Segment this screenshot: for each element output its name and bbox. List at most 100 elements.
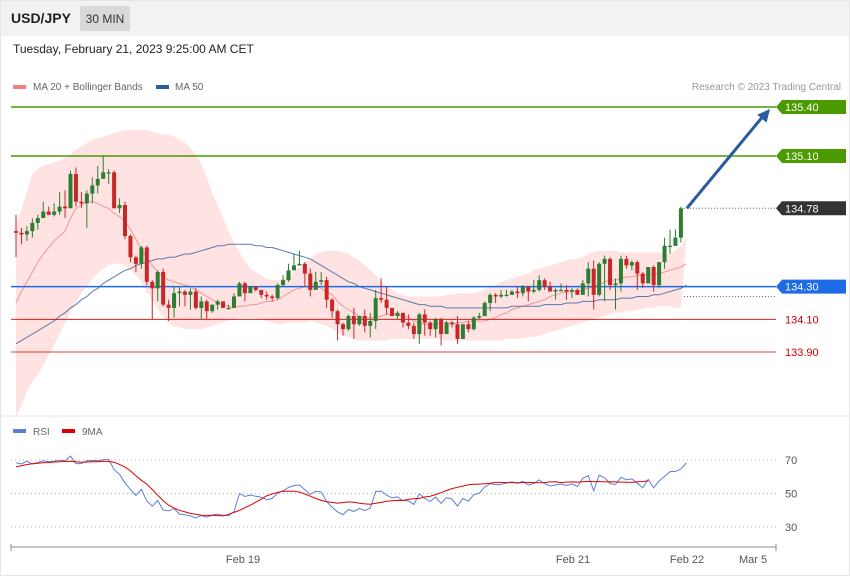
- candle-body: [297, 263, 302, 266]
- candle: [520, 285, 525, 297]
- level-label: 134.30: [785, 282, 819, 294]
- candle-body: [422, 314, 427, 323]
- timestamp: Tuesday, February 21, 2023 9:25:00 AM CE…: [13, 42, 254, 56]
- candle-body: [41, 211, 46, 219]
- time-tick-label: Feb 22: [670, 554, 704, 566]
- level-tag: [776, 100, 846, 114]
- candle-body: [646, 267, 651, 284]
- candle-body: [406, 322, 411, 326]
- legend-swatch-ma20: [13, 85, 26, 89]
- time-tick-label: Feb 19: [226, 554, 260, 566]
- projection-arrow-head: [757, 109, 770, 123]
- candle-body: [515, 291, 520, 294]
- candle: [253, 286, 258, 292]
- candle: [139, 245, 144, 269]
- candle-body: [662, 245, 667, 263]
- candle: [499, 289, 504, 299]
- candle-body: [368, 320, 373, 326]
- candle: [346, 314, 351, 331]
- candle: [471, 316, 476, 331]
- candle-body: [330, 299, 335, 312]
- candle: [390, 307, 395, 317]
- candle-body: [291, 265, 296, 271]
- candle: [411, 322, 416, 339]
- candle: [417, 312, 422, 344]
- candle: [384, 286, 389, 315]
- rsi-tick-label: 70: [785, 455, 797, 467]
- candle-body: [564, 289, 569, 292]
- candle-body: [341, 324, 345, 330]
- candle-body: [362, 316, 367, 326]
- candle: [646, 267, 651, 284]
- candle: [580, 280, 585, 295]
- candle-body: [346, 316, 351, 330]
- candle: [597, 262, 602, 297]
- level-tag: [776, 201, 846, 216]
- candle: [531, 280, 536, 294]
- candle-body: [112, 172, 117, 209]
- time-tick-label: Feb 21: [556, 554, 590, 566]
- candle-body: [455, 324, 460, 339]
- candle-body: [46, 211, 51, 215]
- candle-body: [30, 222, 35, 232]
- candle: [450, 320, 454, 328]
- legend-label-rsi: RSI: [33, 427, 50, 438]
- candle-body: [242, 283, 247, 294]
- legend-swatch-rsi: [13, 429, 26, 433]
- price-panel: 135.40 135.10 134.78 134.30 134.10 133.90: [11, 100, 846, 418]
- candle: [678, 206, 683, 243]
- candle: [84, 190, 89, 228]
- candle: [657, 262, 662, 289]
- candle-body: [166, 304, 171, 308]
- candle: [221, 301, 226, 308]
- candle: [106, 169, 111, 184]
- candle-body: [373, 298, 378, 321]
- candle-body: [313, 281, 318, 290]
- ma20-line: [15, 201, 687, 325]
- level-tag: [776, 149, 846, 163]
- time-axis: Feb 19 Feb 21 Feb 22 Mar 5: [10, 544, 777, 566]
- candle: [270, 294, 275, 302]
- candle-body: [150, 281, 155, 289]
- legend-label-9ma: 9MA: [82, 427, 103, 438]
- candle: [35, 214, 40, 230]
- candle: [586, 262, 591, 297]
- candle-body: [193, 291, 198, 308]
- candle: [63, 190, 68, 219]
- candle-body: [101, 172, 106, 179]
- candle-body: [668, 245, 672, 248]
- candle: [264, 291, 269, 300]
- candle: [455, 316, 460, 344]
- candle: [112, 170, 117, 209]
- timeframe-button[interactable]: [80, 6, 130, 31]
- candle: [155, 270, 160, 302]
- candle-body: [79, 201, 84, 204]
- candle-body: [471, 317, 476, 330]
- bollinger-band: [16, 129, 687, 418]
- candle: [161, 268, 166, 307]
- candle-body: [657, 262, 662, 286]
- candle: [319, 271, 324, 286]
- candle-body: [395, 312, 400, 317]
- ma50-line: [15, 243, 687, 345]
- candle-body: [24, 231, 29, 235]
- candle: [651, 265, 656, 292]
- candle: [30, 218, 35, 238]
- candle: [199, 296, 204, 320]
- candle: [144, 245, 149, 286]
- candle: [553, 288, 558, 300]
- candle: [259, 289, 264, 299]
- candle: [624, 255, 629, 269]
- candle-body: [357, 316, 362, 325]
- candle-body: [351, 316, 356, 325]
- candle: [14, 214, 18, 258]
- candle: [368, 312, 373, 338]
- candle: [362, 309, 367, 333]
- candle-body: [172, 293, 177, 308]
- candle-body: [199, 301, 204, 308]
- candle-body: [428, 322, 433, 330]
- header-bar: [0, 0, 850, 36]
- candle: [188, 288, 193, 310]
- candle-body: [488, 294, 493, 303]
